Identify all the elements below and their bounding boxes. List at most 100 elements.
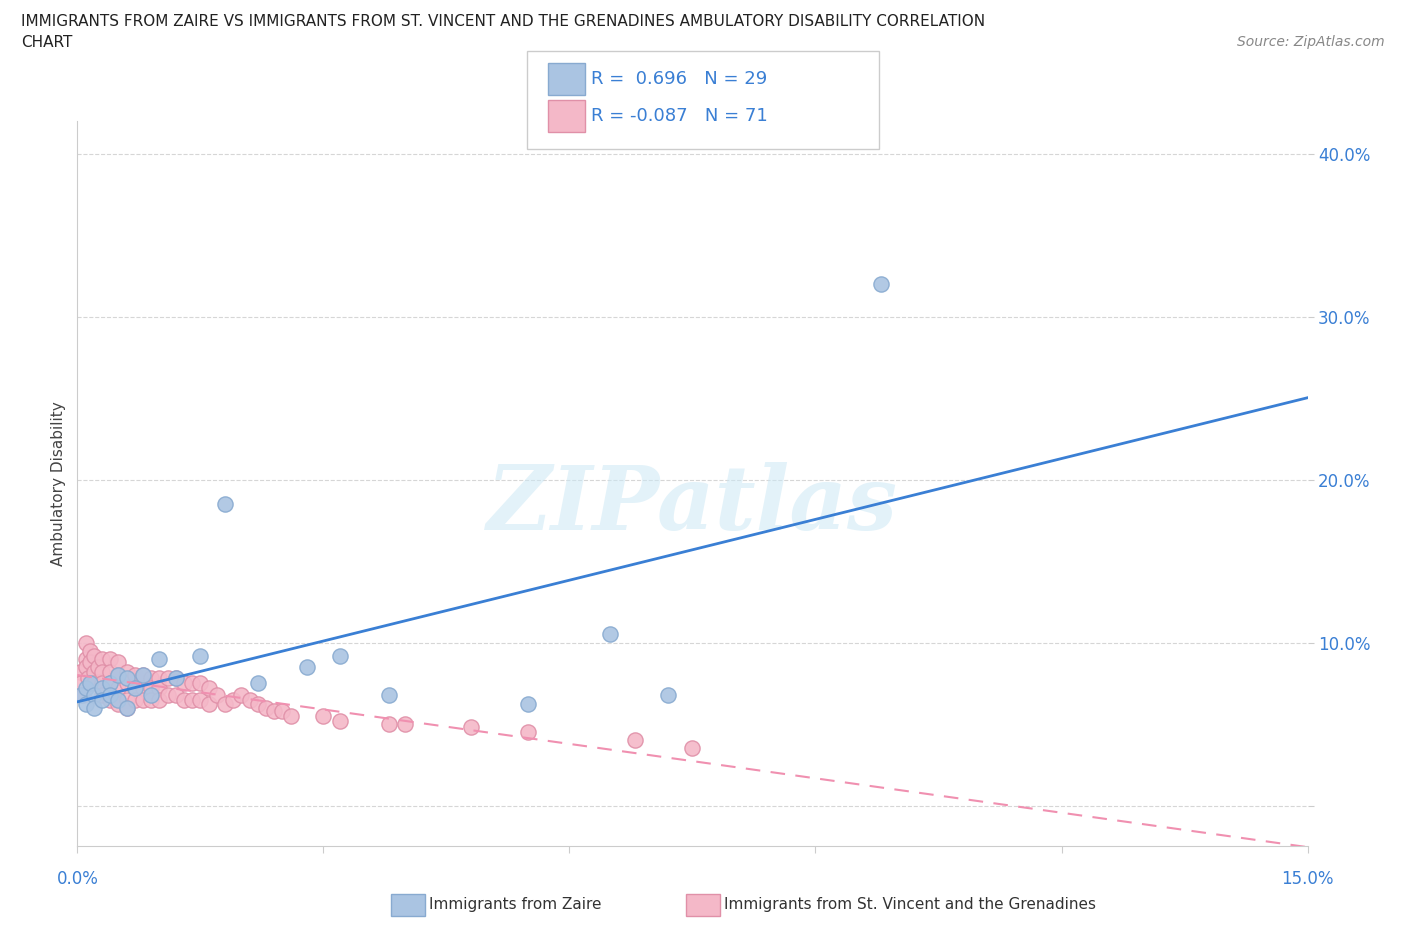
Point (181, 676, 204, 691)
Point (90, 692, 114, 707)
Point (205, 687, 228, 702)
Point (124, 681, 146, 696)
Point (107, 681, 129, 696)
Point (214, 497, 236, 512)
Point (107, 692, 129, 707)
Text: R = -0.087   N = 71: R = -0.087 N = 71 (591, 107, 768, 126)
Point (165, 687, 187, 702)
Text: ZIPatlas: ZIPatlas (486, 462, 898, 549)
Text: 0.0%: 0.0% (56, 870, 98, 888)
Point (181, 692, 204, 707)
Point (115, 676, 138, 691)
Point (90, 687, 114, 702)
Point (98, 687, 121, 702)
Point (107, 655, 129, 670)
Point (124, 668, 146, 683)
Text: Source: ZipAtlas.com: Source: ZipAtlas.com (1237, 35, 1385, 49)
Point (394, 717, 416, 732)
Point (156, 671, 179, 685)
Text: R =  0.696   N = 29: R = 0.696 N = 29 (591, 70, 766, 88)
Point (75, 698, 97, 712)
Point (115, 664, 138, 679)
Point (378, 687, 401, 702)
Point (197, 698, 219, 712)
Point (90, 681, 114, 696)
Point (107, 668, 129, 683)
Point (75, 681, 97, 696)
Text: Immigrants from Zaire: Immigrants from Zaire (429, 897, 602, 912)
Point (148, 681, 170, 696)
Point (197, 681, 219, 696)
Point (599, 627, 621, 642)
Text: Immigrants from St. Vincent and the Grenadines: Immigrants from St. Vincent and the Gren… (724, 897, 1097, 912)
Point (98, 676, 121, 691)
Point (115, 671, 138, 685)
Point (329, 648, 352, 663)
Point (188, 648, 212, 663)
Point (624, 733, 647, 748)
Point (231, 687, 253, 702)
Point (222, 692, 245, 707)
Point (460, 720, 482, 735)
Point (280, 709, 302, 724)
Point (870, 276, 893, 291)
Point (124, 681, 146, 696)
Point (263, 704, 285, 719)
Point (329, 713, 352, 728)
Point (90, 676, 114, 691)
Point (378, 717, 401, 732)
Point (246, 698, 269, 712)
Point (132, 681, 155, 696)
Point (214, 698, 236, 712)
Point (156, 687, 179, 702)
Point (83, 676, 105, 691)
Point (98, 664, 121, 679)
Point (254, 700, 277, 715)
Text: CHART: CHART (21, 35, 73, 50)
Point (79, 644, 101, 658)
Y-axis label: Ambulatory Disability: Ambulatory Disability (51, 401, 66, 566)
Point (70, 687, 93, 702)
Point (107, 698, 129, 712)
Point (124, 692, 146, 707)
Point (75, 659, 97, 674)
Text: IMMIGRANTS FROM ZAIRE VS IMMIGRANTS FROM ST. VINCENT AND THE GRENADINES AMBULATO: IMMIGRANTS FROM ZAIRE VS IMMIGRANTS FROM… (21, 14, 986, 29)
Point (79, 676, 101, 691)
Point (115, 700, 138, 715)
Point (70, 676, 93, 691)
Point (173, 676, 195, 691)
Point (141, 671, 163, 685)
Point (69, 664, 91, 679)
Point (83, 648, 105, 663)
Point (517, 698, 540, 712)
Point (271, 704, 294, 719)
Point (79, 655, 101, 670)
Point (682, 741, 704, 756)
Point (173, 692, 195, 707)
Point (148, 692, 170, 707)
Point (148, 651, 170, 666)
Point (72, 687, 94, 702)
Point (83, 664, 105, 679)
Point (83, 700, 105, 715)
Point (141, 692, 163, 707)
Point (165, 671, 187, 685)
Point (188, 676, 212, 691)
Point (132, 692, 155, 707)
Point (141, 681, 163, 696)
Point (98, 676, 121, 691)
Point (141, 687, 163, 702)
Point (87, 659, 110, 674)
Point (83, 687, 105, 702)
Point (239, 692, 262, 707)
Point (90, 664, 114, 679)
Point (165, 671, 187, 685)
Point (246, 676, 269, 691)
Point (90, 651, 114, 666)
Point (107, 668, 129, 683)
Point (115, 700, 138, 715)
Point (188, 692, 212, 707)
Text: 15.0%: 15.0% (1281, 870, 1334, 888)
Point (98, 692, 121, 707)
Point (77, 671, 100, 685)
